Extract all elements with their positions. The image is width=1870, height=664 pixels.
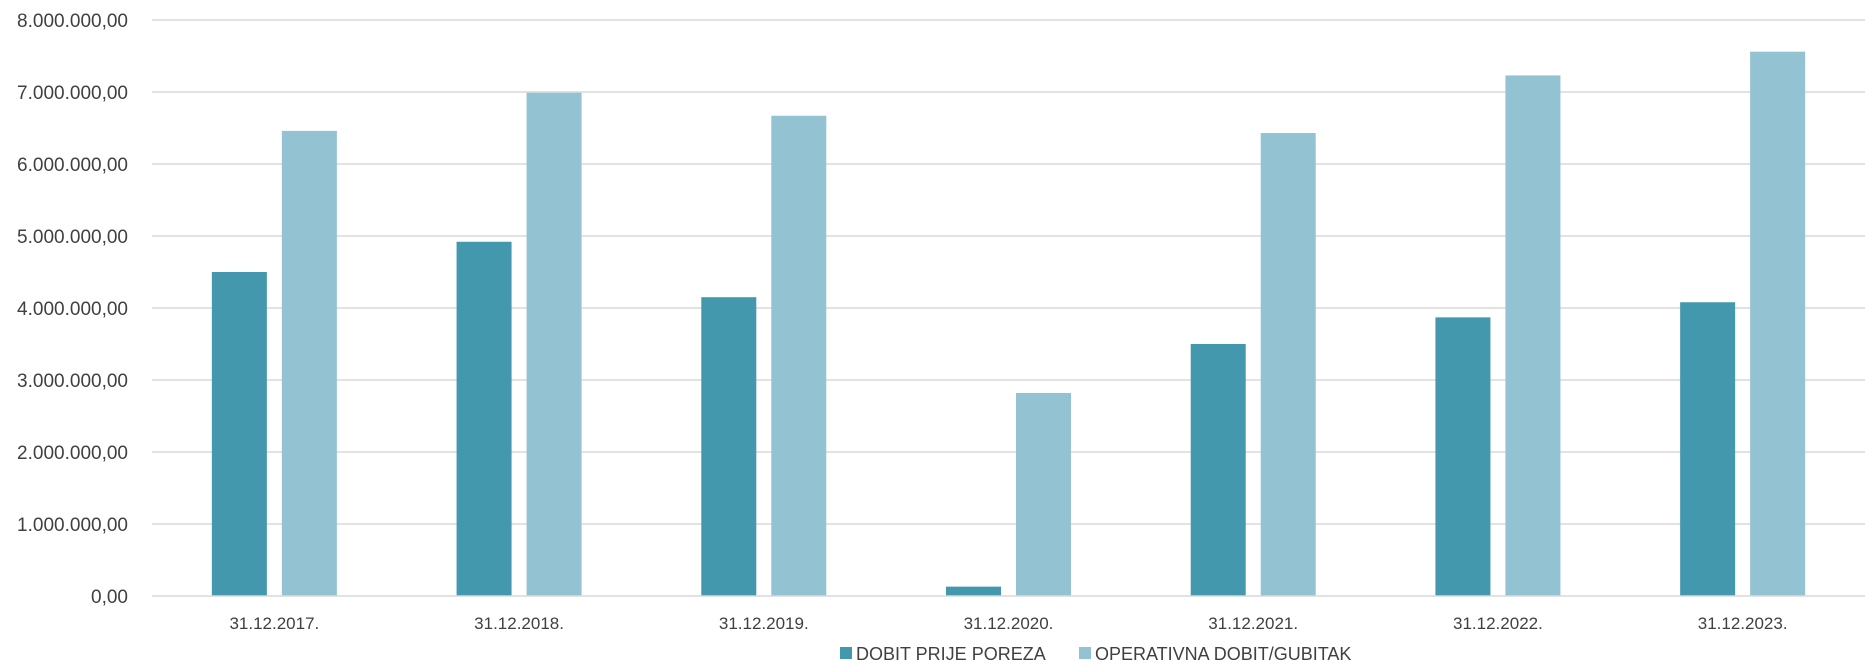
gridlines [152, 19, 1865, 525]
legend-label: DOBIT PRIJE POREZA [856, 644, 1046, 664]
legend-swatch [840, 647, 852, 659]
x-tick-label: 31.12.2017. [229, 614, 319, 633]
bar-series-2 [1505, 75, 1561, 596]
bar-series-1 [1680, 302, 1736, 596]
legend-swatch [1079, 647, 1091, 659]
x-axis-tick-labels: 31.12.2017. 31.12.2018. 31.12.2019. 31.12.2… [229, 614, 1787, 633]
x-tick-label: 31.12.2018. [474, 614, 564, 633]
y-tick-label: 6.000.000,00 [17, 155, 128, 176]
y-tick-label: 5.000.000,00 [17, 227, 128, 248]
y-tick-label: 7.000.000,00 [17, 83, 128, 104]
bar-series-2 [1260, 133, 1316, 597]
y-tick-label: 2.000.000,00 [17, 443, 128, 464]
x-tick-label: 31.12.2020. [964, 614, 1054, 633]
bar-series-2 [526, 92, 582, 596]
bar-series-2 [1750, 51, 1806, 597]
bars [211, 51, 1806, 597]
y-axis-tick-labels: 0,00 1.000.000,00 2.000.000,00 3.000.000,00… [17, 11, 128, 608]
x-tick-label: 31.12.2019. [719, 614, 809, 633]
bar-series-2 [1016, 392, 1071, 596]
bar-series-1 [701, 297, 757, 596]
legend-label: OPERATIVNA DOBIT/GUBITAK [1095, 644, 1351, 664]
bar-series-2 [771, 115, 827, 596]
bar-series-1 [1190, 344, 1246, 596]
y-tick-label: 4.000.000,00 [17, 299, 128, 320]
y-tick-label: 0,00 [91, 587, 128, 608]
y-tick-label: 8.000.000,00 [17, 11, 128, 32]
bar-series-2 [281, 130, 337, 596]
y-tick-label: 3.000.000,00 [17, 371, 128, 392]
x-tick-label: 31.12.2022. [1453, 614, 1543, 633]
x-tick-label: 31.12.2023. [1698, 614, 1788, 633]
y-tick-label: 1.000.000,00 [17, 515, 128, 536]
bar-series-1 [946, 586, 1001, 596]
bar-series-1 [456, 241, 512, 596]
bar-series-1 [211, 272, 267, 596]
x-tick-label: 31.12.2021. [1208, 614, 1298, 633]
bar-series-1 [1435, 317, 1491, 596]
legend: DOBIT PRIJE POREZA OPERATIVNA DOBIT/GUBIT… [840, 644, 1351, 664]
